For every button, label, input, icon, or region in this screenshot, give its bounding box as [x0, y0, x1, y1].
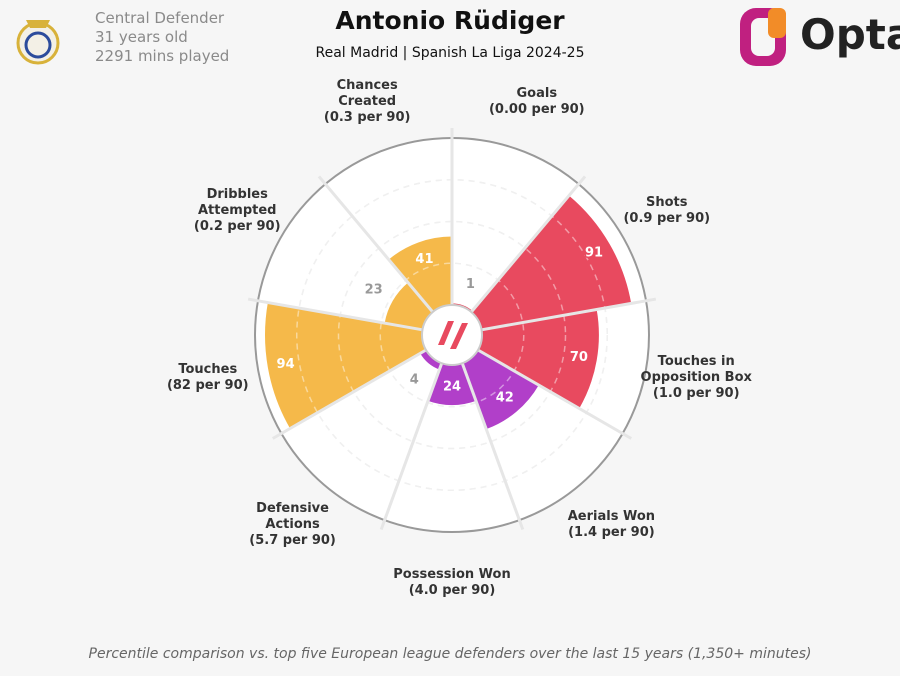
bar: [477, 309, 599, 409]
category-rate: (0.00 per 90): [488, 101, 585, 117]
spoke: [470, 175, 587, 313]
bar: [265, 302, 427, 429]
ring: [379, 262, 525, 408]
category-label: Goals (0.00 per 90): [477, 86, 597, 118]
category-rate: (5.7 per 90): [249, 532, 336, 548]
category-name: Aerials Won: [567, 508, 656, 524]
value-label: 42: [496, 390, 514, 405]
value-label: 1: [466, 277, 475, 292]
value-label: 70: [570, 350, 588, 365]
category-name: Dribbles Attempted: [197, 187, 277, 218]
category-name: Possession Won: [393, 567, 511, 582]
bar: [471, 195, 632, 330]
bar: [462, 350, 539, 430]
logo-text: Opta: [800, 10, 900, 59]
category-rate: (1.4 per 90): [568, 524, 655, 540]
value-label: 4: [410, 372, 419, 387]
age: 31 years old: [95, 28, 188, 46]
spoke: [271, 348, 427, 440]
category-name: Defensive Actions: [256, 500, 329, 532]
opta-logo-mark: [740, 8, 786, 66]
category-label: Possession Won (4.0 per 90): [392, 567, 512, 599]
category-label: Touches (82 per 90): [148, 362, 268, 394]
value-label: 24: [443, 380, 461, 395]
chart-subtitle: Real Madrid | Spanish La Liga 2024-25: [315, 45, 585, 61]
category-label: Touches in Opposition Box (1.0 per 90): [636, 354, 756, 402]
category-label: Shots (0.9 per 90): [607, 195, 727, 227]
value-label: 23: [365, 282, 383, 297]
value-label: 41: [415, 252, 433, 267]
bar: [428, 363, 476, 406]
category-rate: (82 per 90): [166, 378, 249, 394]
ring: [337, 220, 567, 450]
category-rate: (0.9 per 90): [623, 211, 711, 226]
minutes: 2291 mins played: [95, 47, 230, 65]
category-label: Aerials Won (1.4 per 90): [551, 509, 671, 541]
value-label: 94: [277, 357, 295, 372]
player-info: Central Defender 31 years old 2291 mins …: [95, 9, 229, 66]
bar: [384, 282, 433, 330]
category-rate: (4.0 per 90): [408, 583, 496, 598]
category-name: Touches: [178, 362, 238, 378]
spoke: [379, 362, 444, 531]
bar: [388, 236, 452, 313]
category-label: Dribbles Attempted (0.2 per 90): [177, 187, 297, 235]
category-label: Defensive Actions (5.7 per 90): [233, 501, 353, 549]
footnote: Percentile comparison vs. top five Europ…: [88, 646, 812, 662]
category-label: Chances Created (0.3 per 90): [307, 78, 427, 126]
value-label: 91: [585, 246, 603, 261]
category-rate: (0.3 per 90): [323, 109, 411, 125]
spoke: [481, 297, 657, 332]
center: [421, 304, 483, 366]
chart-title: Antonio Rüdiger: [335, 6, 565, 35]
bar: [420, 350, 442, 370]
spoke: [247, 297, 423, 332]
category-name: Chances Created: [336, 77, 398, 109]
category-name: Touches in Opposition Box: [640, 354, 752, 386]
club-crest: [16, 20, 60, 65]
category-rate: (0.2 per 90): [193, 219, 281, 234]
spoke: [477, 348, 633, 440]
category-name: Shots: [646, 195, 688, 210]
center-mark: [438, 321, 468, 349]
category-rate: (1.0 per 90): [652, 386, 740, 402]
category-name: Goals: [516, 85, 558, 101]
position: Central Defender: [95, 9, 225, 27]
spoke: [317, 175, 434, 313]
spoke: [460, 362, 525, 531]
